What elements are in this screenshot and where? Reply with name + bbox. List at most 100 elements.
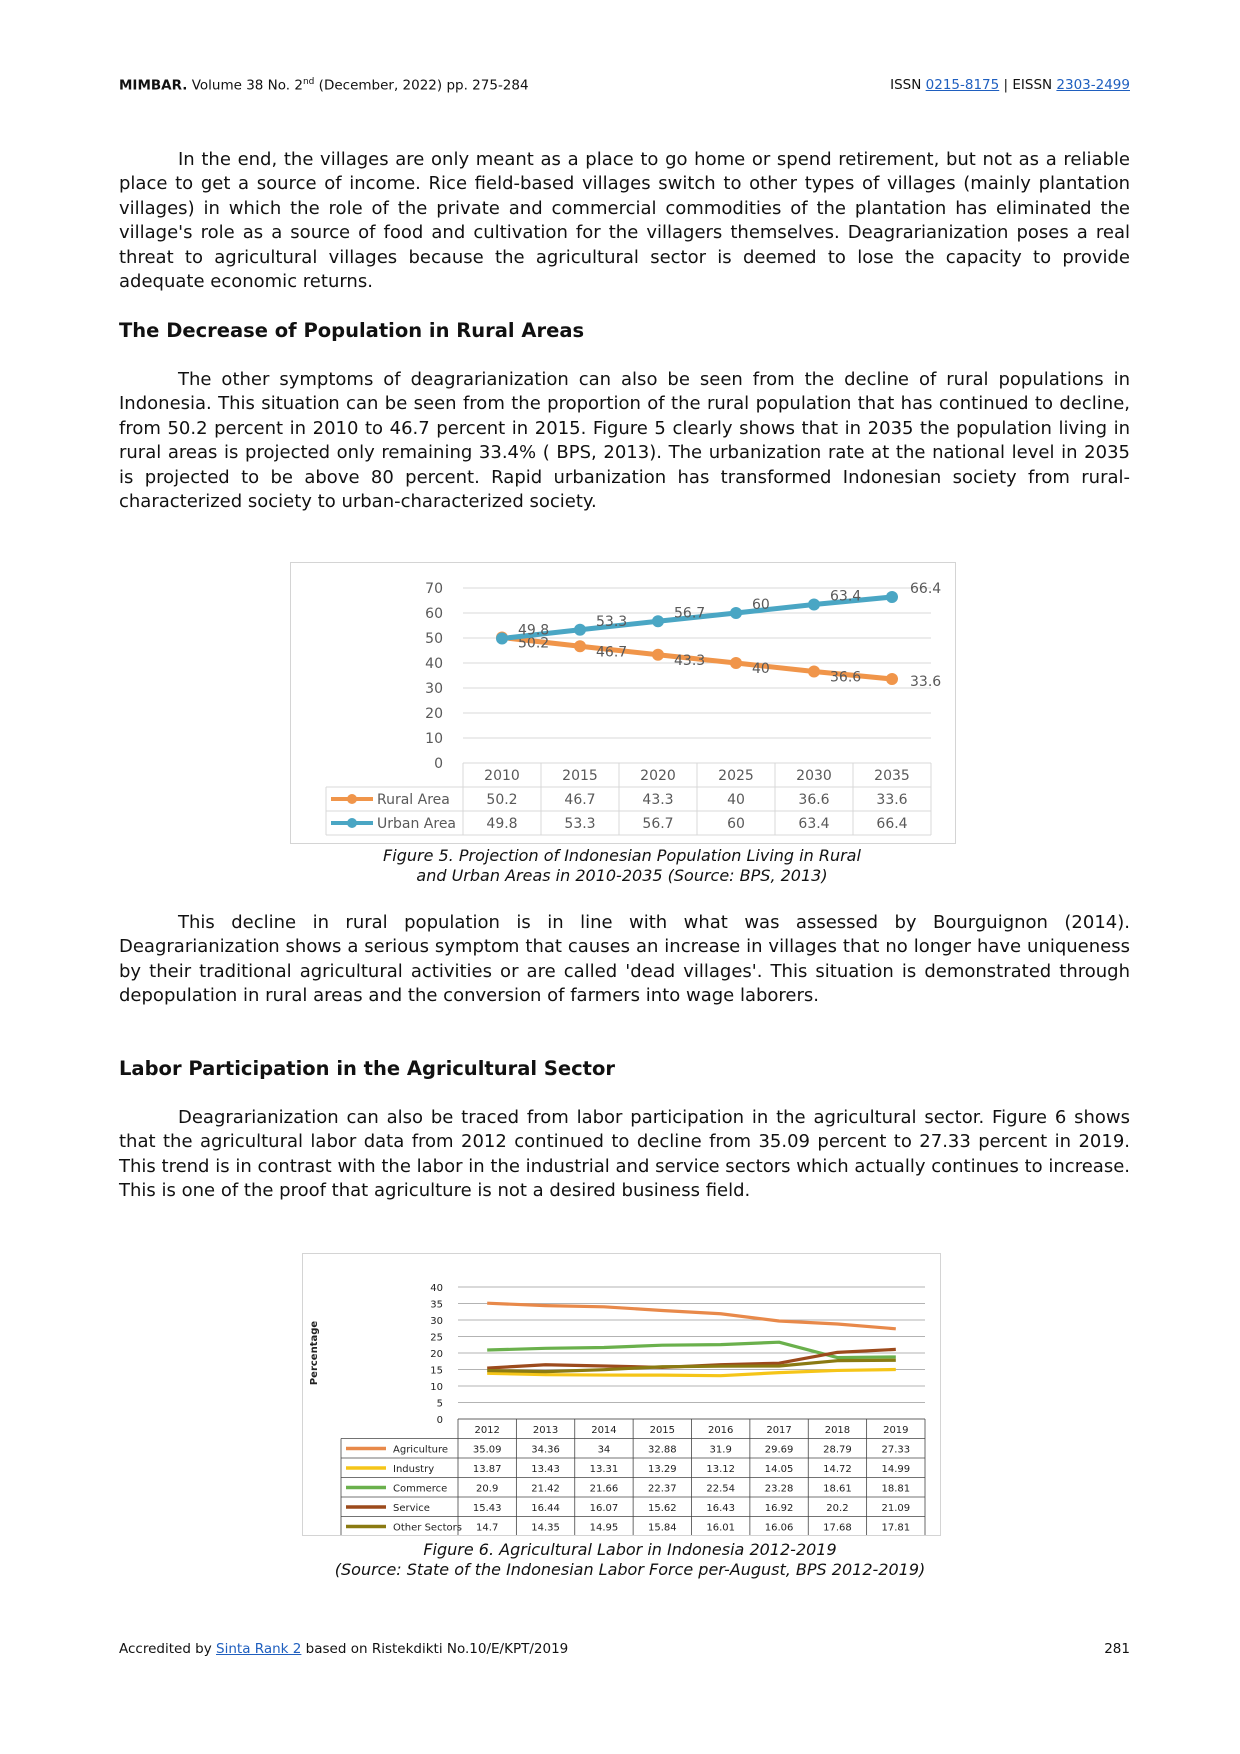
table-cell: 14.35 (531, 1523, 560, 1534)
table-cell: 63.4 (798, 816, 829, 832)
y-tick-label: 30 (430, 1316, 443, 1327)
x-tick-label: 2012 (474, 1425, 499, 1436)
x-tick-label: 2016 (708, 1425, 733, 1436)
table-cell: 13.87 (473, 1464, 502, 1475)
table-cell: 14.95 (590, 1523, 619, 1534)
legend-label: Other Sectors (393, 1523, 462, 1534)
eissn-label: | EISSN (999, 77, 1057, 93)
x-tick-label: 2015 (562, 768, 598, 784)
data-point (496, 632, 508, 645)
x-tick-label: 2013 (533, 1425, 558, 1436)
data-label: 46.7 (596, 644, 627, 660)
y-tick-label: 40 (425, 656, 443, 672)
y-tick-label: 20 (430, 1349, 443, 1360)
x-tick-label: 2015 (650, 1425, 675, 1436)
table-cell: 20.2 (826, 1503, 848, 1514)
series-line (501, 635, 893, 682)
table-cell: 13.29 (648, 1464, 677, 1475)
table-cell: 28.79 (823, 1445, 852, 1456)
x-tick-label: 2035 (874, 768, 910, 784)
y-tick-label: 30 (425, 681, 443, 697)
series-line (501, 594, 893, 641)
x-tick-label: 2019 (883, 1425, 908, 1436)
table-cell: 56.7 (642, 816, 673, 832)
table-cell: 46.7 (564, 792, 595, 808)
data-label: 33.6 (910, 674, 941, 690)
x-tick-label: 2020 (640, 768, 676, 784)
table-cell: 14.72 (823, 1464, 852, 1475)
data-point (574, 623, 586, 636)
data-point (652, 615, 664, 628)
data-label: 56.7 (674, 605, 705, 621)
data-label: 50.2 (518, 636, 549, 652)
table-cell: 31.9 (710, 1445, 732, 1456)
table-cell: 15.62 (648, 1503, 677, 1514)
eissn-link[interactable]: 2303-2499 (1056, 77, 1130, 93)
issue-text: (December, 2022) pp. 275-284 (314, 77, 529, 94)
y-tick-label: 10 (425, 731, 443, 747)
table-cell: 21.09 (881, 1503, 910, 1514)
table-cell: 13.12 (706, 1464, 735, 1475)
table-cell: 16.01 (706, 1523, 735, 1534)
series-line (487, 1340, 896, 1360)
table-cell: 50.2 (486, 792, 517, 808)
table-cell: 66.4 (876, 816, 907, 832)
y-tick-label: 70 (425, 581, 443, 597)
section-heading-labor: Labor Participation in the Agricultural … (119, 1057, 615, 1080)
table-cell: 35.09 (473, 1445, 502, 1456)
table-cell: 20.9 (476, 1484, 498, 1495)
table-cell: 14.7 (476, 1523, 498, 1534)
y-tick-label: 35 (430, 1300, 443, 1311)
footer-prefix: Accredited by (119, 1641, 217, 1657)
running-header-left: MIMBAR. Volume 38 No. 2nd (December, 202… (119, 77, 529, 94)
table-cell: 18.81 (881, 1484, 910, 1495)
journal-name: MIMBAR. (119, 77, 188, 94)
sinta-rank-link[interactable]: Sinta Rank 2 (216, 1641, 302, 1657)
table-cell: 22.54 (706, 1484, 735, 1495)
table-cell: 34 (598, 1445, 611, 1456)
volume-sup: nd (302, 77, 315, 87)
table-cell: 14.05 (765, 1464, 794, 1475)
x-tick-label: 2030 (796, 768, 832, 784)
series-line (487, 1367, 896, 1378)
table-cell: 16.92 (765, 1503, 794, 1514)
paragraph-2: The other symptoms of deagrarianization … (119, 369, 1130, 513)
running-header-right: ISSN 0215-8175 | EISSN 2303-2499 (890, 77, 1130, 93)
figure-5-caption-line2: and Urban Areas in 2010-2035 (Source: BP… (416, 866, 828, 885)
x-tick-label: 2014 (591, 1425, 616, 1436)
issn-link[interactable]: 0215-8175 (925, 77, 1000, 93)
legend-label: Urban Area (377, 816, 456, 832)
x-tick-label: 2010 (484, 768, 520, 784)
table-cell: 17.68 (823, 1523, 852, 1534)
footer-suffix: based on Ristekdikti No.10/E/KPT/2019 (301, 1641, 569, 1657)
volume-text: Volume 38 No. 2 (187, 77, 303, 94)
data-point (886, 673, 898, 685)
data-label: 40 (752, 661, 770, 677)
table-cell: 16.07 (590, 1503, 619, 1514)
table-cell: 13.43 (531, 1464, 560, 1475)
table-cell: 34.36 (531, 1445, 560, 1456)
data-point (574, 640, 586, 653)
y-tick-label: 20 (425, 706, 443, 722)
y-tick-label: 15 (430, 1366, 443, 1377)
table-cell: 14.99 (881, 1464, 910, 1475)
table-cell: 13.31 (590, 1464, 619, 1475)
legend-swatch-marker (347, 818, 357, 828)
figure-5-frame: 0 10 20 30 40 50 60 70 2010 2015 2020 2025 2030 2035 R… (290, 562, 956, 844)
table-cell: 23.28 (765, 1484, 794, 1495)
x-tick-label: 2025 (718, 768, 754, 784)
table-cell: 15.43 (473, 1503, 502, 1514)
table-cell: 18.61 (823, 1484, 852, 1495)
data-label: 49.8 (518, 623, 549, 639)
table-cell: 15.84 (648, 1523, 677, 1534)
data-label: 53.3 (596, 614, 627, 630)
table-cell: 17.81 (881, 1523, 910, 1534)
data-label: 43.3 (674, 653, 705, 669)
table-cell: 40 (727, 792, 745, 808)
table-cell: 29.69 (765, 1445, 794, 1456)
y-tick-label: 60 (425, 606, 443, 622)
table-cell: 32.88 (648, 1445, 677, 1456)
data-point (808, 665, 820, 678)
y-tick-label: 0 (434, 756, 443, 772)
